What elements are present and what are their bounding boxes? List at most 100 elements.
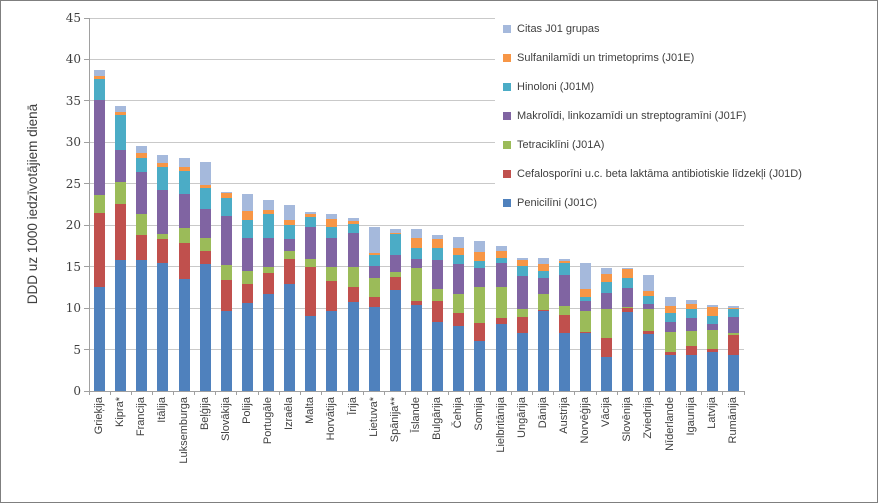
bar-segment-Ungārija <box>516 266 528 277</box>
x-tick-mark <box>743 391 745 395</box>
bar-segment-Bulgārija <box>432 248 444 261</box>
x-axis-label: Austrija <box>557 397 570 434</box>
bar-segment-Itālija <box>157 263 169 391</box>
bar-segment-Grieķija <box>94 286 106 391</box>
legend-swatch-icon <box>503 169 511 178</box>
bar-segment-Norvēģija <box>580 301 592 311</box>
x-axis-label: Somija <box>473 397 486 431</box>
bar-segment-Nīderlande <box>664 313 676 323</box>
bar-segment-Norvēģija <box>580 331 592 334</box>
bar-segment-Luksemburga <box>178 227 190 244</box>
y-tick-mark <box>84 100 89 102</box>
bar-segment-Nīderlande <box>664 352 676 355</box>
bar-segment-Kipra* <box>115 260 127 391</box>
y-tick-label: 20 <box>65 218 81 233</box>
bar-segment-Polija <box>241 303 253 391</box>
x-tick-mark <box>130 391 132 395</box>
bar-segment-Spānija** <box>389 233 401 255</box>
bar-segment-Latvija <box>706 304 718 308</box>
bar-segment-Slovēnija <box>622 308 634 313</box>
y-tick-mark <box>84 266 89 268</box>
bar-segment-Čehija <box>453 247 465 256</box>
bar-segment-Polija <box>241 238 253 271</box>
bar-segment-Austrija <box>558 263 570 275</box>
bar-segment-Norvēģija <box>580 296 592 302</box>
bar-segment-Bulgārija <box>432 321 444 391</box>
legend-label: Makrolīdi, linkozamīdi un streptogramīni… <box>517 109 747 122</box>
bar-segment-Izraēla <box>284 284 296 391</box>
bar-segment-Beļģija <box>199 264 211 391</box>
bar-segment-Grieķija <box>94 69 106 76</box>
bar-segment-Latvija <box>706 315 718 324</box>
bar-segment-Latvija <box>706 323 718 330</box>
bar-segment-Luksemburga <box>178 243 190 280</box>
y-tick-mark <box>84 58 89 60</box>
bar-segment-Izraēla <box>284 239 296 251</box>
bar-segment-Grieķija <box>94 212 106 287</box>
y-axis-line <box>89 18 90 391</box>
bar-segment-Kipra* <box>115 105 127 112</box>
bar-segment-Lielbritānija <box>495 318 507 324</box>
y-tick-mark <box>84 349 89 351</box>
bar-segment-Čehija <box>453 236 465 248</box>
bar-segment-Horvātija <box>326 218 338 227</box>
x-tick-mark <box>151 391 153 395</box>
x-tick-mark <box>109 391 111 395</box>
x-tick-mark <box>88 391 90 395</box>
bar-segment-Itālija <box>157 163 169 168</box>
x-axis-label: Horvātija <box>325 397 338 441</box>
bar-segment-Īrija <box>347 287 359 303</box>
y-tick-label: 25 <box>65 176 81 191</box>
bar-segment-Polija <box>241 211 253 221</box>
bar-segment-Slovākija <box>220 310 232 391</box>
bar-segment-Lietuva* <box>368 226 380 254</box>
bar-segment-Igaunija <box>685 346 697 355</box>
bar-segment-Nīderlande <box>664 332 676 353</box>
bar-segment-Austrija <box>558 332 570 391</box>
y-tick-label: 30 <box>65 135 81 150</box>
x-axis-label: Rumānija <box>726 397 739 444</box>
bar-segment-Ungārija <box>516 276 528 310</box>
bar-segment-Ungārija <box>516 316 528 334</box>
bar-segment-Malta <box>305 259 317 268</box>
bar-segment-Malta <box>305 216 317 227</box>
bar-segment-Slovēnija <box>622 306 634 309</box>
x-axis-label: Itālija <box>156 397 169 423</box>
y-tick-mark <box>84 17 89 19</box>
x-axis-label: Francija <box>135 397 148 437</box>
bar-segment-Igaunija <box>685 299 697 304</box>
x-tick-mark <box>447 391 449 395</box>
bar-segment-Polija <box>241 220 253 239</box>
bar-segment-Norvēģija <box>580 333 592 391</box>
x-tick-mark <box>363 391 365 395</box>
bar-segment-Polija <box>241 284 253 304</box>
bar-segment-Izraēla <box>284 259 296 285</box>
bar-segment-Zviedrija <box>643 334 655 391</box>
gridline <box>89 58 744 60</box>
x-tick-mark <box>616 391 618 395</box>
bar-segment-Īrija <box>347 224 359 233</box>
bar-segment-Spānija** <box>389 228 401 233</box>
bar-segment-Rumānija <box>727 308 739 310</box>
bar-segment-Nīderlande <box>664 305 676 314</box>
x-tick-mark <box>701 391 703 395</box>
gridline <box>89 100 744 102</box>
bar-segment-Francija <box>136 153 148 159</box>
bar-segment-Kipra* <box>115 149 127 183</box>
bar-segment-Rumānija <box>727 306 739 309</box>
x-axis-label: Polija <box>240 397 253 424</box>
bar-segment-Čehija <box>453 255 465 265</box>
y-tick-label: 0 <box>73 384 81 398</box>
legend-swatch-icon <box>503 140 511 149</box>
bar-segment-Igaunija <box>685 308 697 319</box>
bar-segment-Bulgārija <box>432 238 444 248</box>
bar-segment-Vācija <box>601 309 613 339</box>
bar-segment-Ungārija <box>516 309 528 317</box>
bar-segment-Nīderlande <box>664 322 676 333</box>
x-tick-mark <box>299 391 301 395</box>
bar-segment-Francija <box>136 158 148 173</box>
bar-segment-Īrija <box>347 302 359 391</box>
y-tick-mark <box>84 183 89 185</box>
bar-segment-Portugāle <box>263 210 275 215</box>
bar-segment-Dānija <box>537 310 549 391</box>
